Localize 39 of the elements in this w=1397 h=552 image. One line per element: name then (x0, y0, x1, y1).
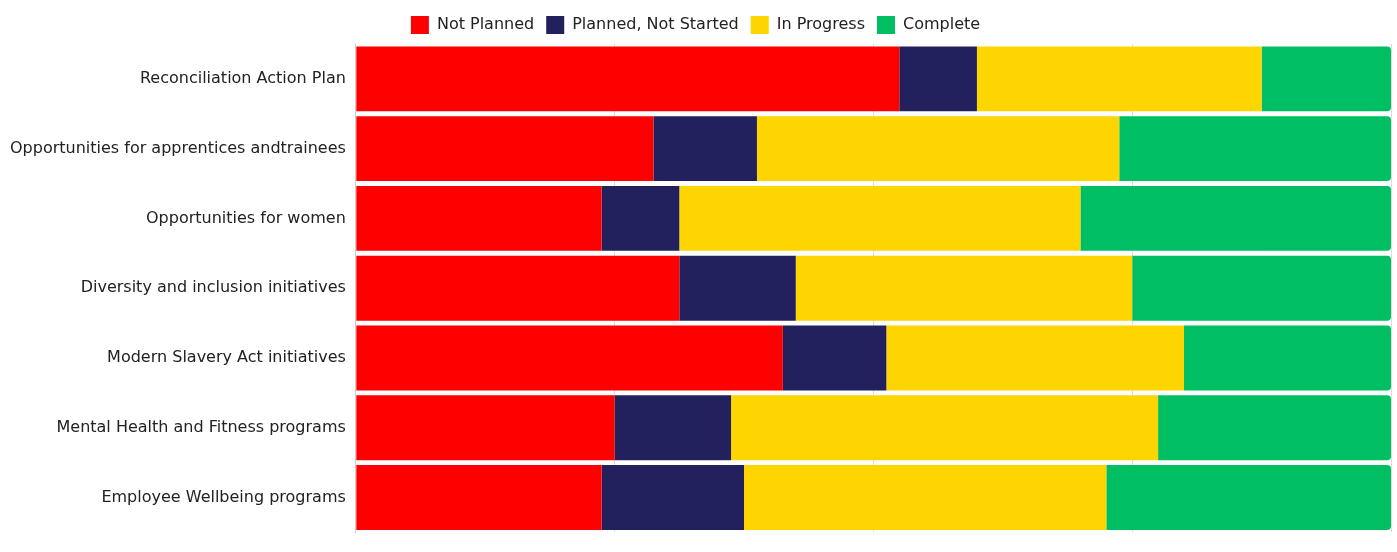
bar (756, 116, 1120, 182)
bar (356, 465, 602, 530)
bar (1106, 465, 1391, 530)
bar (679, 185, 1081, 251)
bar (614, 395, 732, 461)
bar (601, 185, 680, 251)
bar (679, 255, 796, 321)
bar (653, 116, 757, 182)
bar (976, 46, 1262, 112)
bar (744, 465, 1107, 530)
bar (795, 255, 1133, 321)
y-tick-label: Opportunities for apprentices andtrainees (9, 137, 346, 157)
y-tick-label: Mental Health and Fitness programs (56, 416, 346, 436)
y-tick-label: Opportunities for women (146, 207, 346, 227)
bar (886, 325, 1184, 391)
bar (356, 185, 602, 251)
bar (356, 255, 680, 321)
bar (1080, 185, 1391, 251)
bar (356, 46, 900, 112)
bar (782, 325, 887, 391)
y-tick-label: Modern Slavery Act initiatives (107, 347, 346, 367)
bar (1132, 255, 1391, 321)
bar (1261, 46, 1391, 112)
bar (731, 395, 1159, 461)
legend-label: Not Planned (436, 14, 535, 34)
bar (899, 46, 977, 112)
bar (356, 116, 654, 182)
bar (1158, 395, 1391, 461)
legend-label: Planned, Not Started (572, 14, 739, 34)
bar (1119, 116, 1391, 182)
y-tick-label: Diversity and inclusion initiatives (80, 277, 346, 297)
legend-label: Complete (902, 14, 981, 34)
bar (1183, 325, 1391, 391)
y-tick-label: Employee Wellbeing programs (101, 486, 346, 506)
legend-label: In Progress (776, 14, 865, 34)
bar (356, 325, 783, 391)
bar (356, 395, 615, 461)
y-tick-label: Reconciliation Action Plan (139, 68, 346, 88)
bar (601, 465, 745, 530)
